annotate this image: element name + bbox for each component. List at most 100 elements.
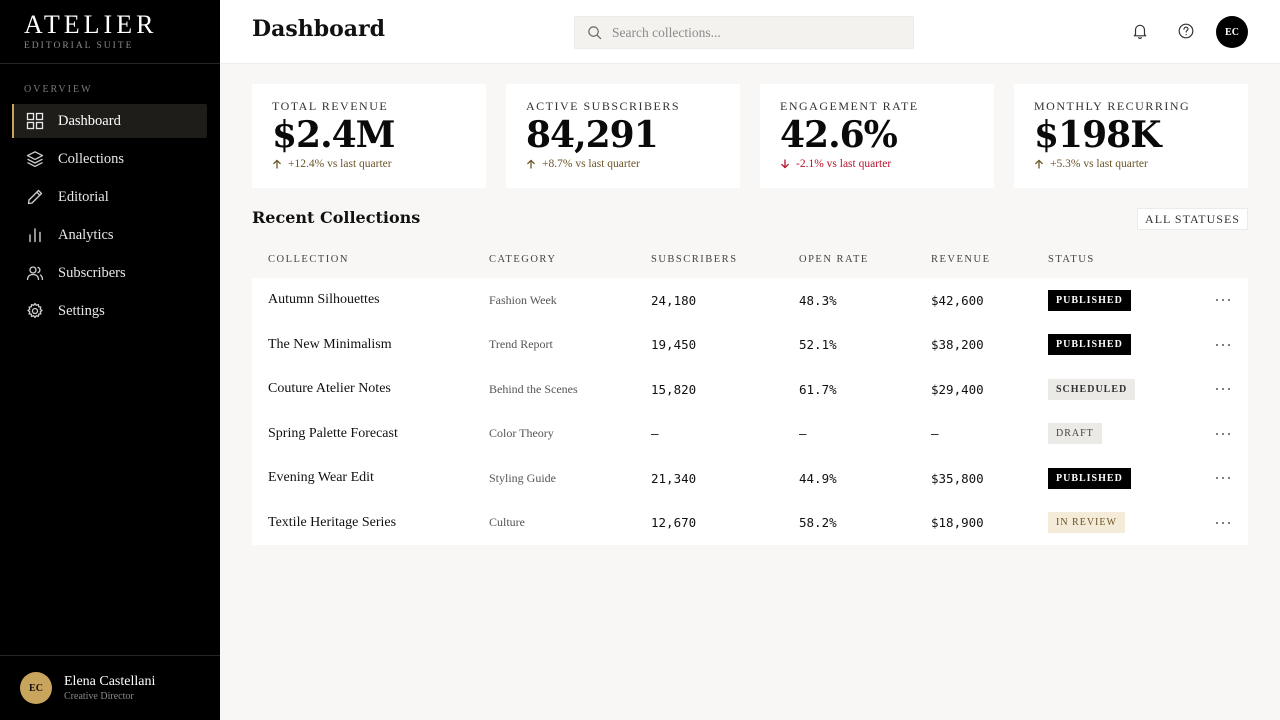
search-icon (588, 26, 602, 40)
collections-table: Autumn Silhouettes Fashion Week 24,180 4… (252, 278, 1248, 545)
status-badge: IN REVIEW (1048, 512, 1125, 534)
status-filter-button[interactable]: ALL STATUSES (1137, 208, 1248, 230)
status-badge: SCHEDULED (1048, 378, 1136, 400)
collection-name[interactable]: The New Minimalism (268, 336, 392, 352)
status-cell: DRAFT (1048, 412, 1102, 457)
sidebar-item-label: Subscribers (58, 264, 126, 281)
stat-delta-text: +8.7% vs last quarter (542, 158, 640, 170)
sidebar-item-collections[interactable]: Collections (12, 142, 207, 176)
collection-open-rate: 52.1% (799, 337, 837, 353)
sidebar-item-editorial[interactable]: Editorial (12, 180, 207, 214)
collection-subscribers: 15,820 (651, 381, 697, 397)
row-actions[interactable] (1214, 367, 1232, 412)
collection-subscribers: — (651, 426, 659, 442)
user-profile[interactable]: EC Elena Castellani Creative Director (20, 672, 155, 704)
user-info: Elena Castellani Creative Director (64, 674, 155, 702)
row-actions[interactable] (1214, 501, 1232, 546)
collection-category: Trend Report (489, 337, 553, 352)
sidebar-item-label: Dashboard (58, 112, 121, 129)
table-row[interactable]: The New Minimalism Trend Report 19,450 5… (252, 323, 1248, 368)
column-header-subscribers[interactable]: SUBSCRIBERS (651, 254, 738, 265)
stat-value: $2.4M (272, 114, 396, 156)
user-name: Elena Castellani (64, 674, 156, 689)
collection-revenue: $18,900 (931, 515, 984, 531)
stat-delta-text: +12.4% vs last quarter (288, 158, 392, 170)
sidebar-nav: Dashboard Collections Editorial Analytic… (12, 104, 207, 332)
layers-icon (26, 151, 44, 168)
collection-category: Styling Guide (489, 470, 557, 485)
stat-card-total-revenue: TOTAL REVENUE $2.4M +12.4% vs last quart… (252, 84, 486, 188)
row-actions[interactable] (1214, 323, 1232, 368)
sidebar-item-settings[interactable]: Settings (12, 294, 207, 328)
sidebar-item-label: Analytics (58, 226, 114, 243)
stat-card-engagement-rate: ENGAGEMENT RATE 42.6% -2.1% vs last quar… (760, 84, 994, 188)
stat-delta-text: -2.1% vs last quarter (796, 158, 892, 170)
collection-name[interactable]: Evening Wear Edit (268, 470, 374, 486)
collection-name[interactable]: Autumn Silhouettes (268, 292, 380, 308)
column-header-status[interactable]: STATUS (1048, 254, 1095, 265)
status-badge: PUBLISHED (1048, 334, 1131, 356)
table-row[interactable]: Textile Heritage Series Culture 12,670 5… (252, 501, 1248, 546)
column-header-category[interactable]: CATEGORY (489, 254, 557, 265)
help-icon[interactable] (1177, 22, 1195, 40)
status-cell: PUBLISHED (1048, 456, 1131, 501)
arrow-up-icon (527, 159, 535, 169)
collection-name[interactable]: Couture Atelier Notes (268, 381, 391, 397)
status-cell: PUBLISHED (1048, 278, 1131, 323)
stat-label: TOTAL REVENUE (272, 99, 389, 113)
bell-icon[interactable] (1131, 22, 1149, 40)
gear-icon (27, 302, 43, 319)
section-title: Recent Collections (252, 208, 421, 227)
search-input[interactable] (612, 24, 902, 41)
stat-delta: +12.4% vs last quarter (272, 158, 466, 170)
table-header: COLLECTION CATEGORY SUBSCRIBERS OPEN RAT… (252, 246, 1248, 278)
sidebar-item-label: Collections (58, 150, 125, 167)
status-badge: DRAFT (1048, 423, 1102, 445)
collection-subscribers: 24,180 (651, 292, 697, 308)
table-row[interactable]: Evening Wear Edit Styling Guide 21,340 4… (252, 456, 1248, 501)
brand-logo-text: ATELIER (24, 10, 158, 39)
sidebar-item-subscribers[interactable]: Subscribers (12, 256, 207, 290)
header-avatar[interactable]: EC (1216, 16, 1248, 48)
collection-subscribers: 21,340 (651, 470, 697, 486)
column-header-collection[interactable]: COLLECTION (268, 254, 349, 265)
row-actions[interactable] (1214, 412, 1232, 457)
collection-category: Color Theory (489, 426, 554, 441)
row-actions[interactable] (1214, 456, 1232, 501)
status-badge: PUBLISHED (1048, 467, 1131, 489)
stat-delta: +5.3% vs last quarter (1034, 158, 1228, 170)
stat-label: MONTHLY RECURRING (1034, 99, 1191, 113)
sidebar-item-dashboard[interactable]: Dashboard (12, 104, 207, 138)
more-horizontal-icon (1216, 477, 1230, 480)
collection-category: Behind the Scenes (489, 381, 578, 396)
stat-value: 84,291 (526, 114, 659, 156)
sidebar-section-label: OVERVIEW (24, 84, 93, 95)
stat-delta: -2.1% vs last quarter (780, 158, 974, 170)
table-row[interactable]: Autumn Silhouettes Fashion Week 24,180 4… (252, 278, 1248, 323)
search-box[interactable] (574, 16, 914, 49)
users-icon (26, 266, 44, 281)
sidebar-item-analytics[interactable]: Analytics (12, 218, 207, 252)
stat-label: ACTIVE SUBSCRIBERS (526, 99, 681, 113)
collection-name[interactable]: Textile Heritage Series (268, 514, 397, 530)
column-header-revenue[interactable]: REVENUE (931, 254, 991, 265)
collection-subscribers: 12,670 (651, 515, 697, 531)
stat-label: ENGAGEMENT RATE (780, 99, 919, 113)
table-row[interactable]: Couture Atelier Notes Behind the Scenes … (252, 367, 1248, 412)
row-actions[interactable] (1214, 278, 1232, 323)
more-horizontal-icon (1216, 432, 1230, 435)
avatar: EC (20, 672, 52, 704)
sidebar-item-label: Settings (58, 302, 105, 319)
column-header-open-rate[interactable]: OPEN RATE (799, 254, 869, 265)
sidebar-divider (0, 63, 220, 64)
bar-chart-icon (29, 228, 41, 243)
arrow-down-icon (781, 159, 789, 169)
more-horizontal-icon (1216, 388, 1230, 391)
collection-name[interactable]: Spring Palette Forecast (268, 425, 398, 441)
collection-revenue: — (931, 426, 939, 442)
sidebar-divider (0, 655, 220, 656)
table-row[interactable]: Spring Palette Forecast Color Theory — —… (252, 412, 1248, 457)
collection-category: Culture (489, 515, 525, 530)
pen-icon (27, 189, 43, 205)
collection-category: Fashion Week (489, 292, 557, 307)
